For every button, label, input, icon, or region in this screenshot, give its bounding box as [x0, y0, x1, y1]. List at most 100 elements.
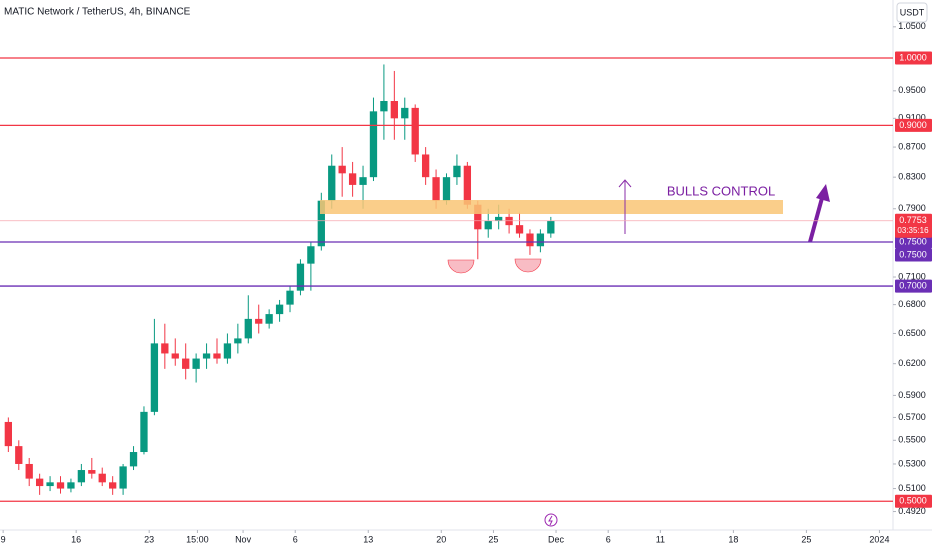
candle-body — [46, 482, 54, 487]
x-tick-label: 13 — [363, 534, 373, 544]
price-label: 0.7000 — [899, 280, 927, 290]
x-tick-label: 6 — [293, 534, 298, 544]
x-tick-label: 20 — [436, 534, 446, 544]
annotation: BULLS CONTROL — [667, 183, 775, 198]
price-label-box — [895, 51, 932, 65]
candle-body — [338, 165, 346, 174]
candle-body — [171, 353, 179, 359]
price-label-box — [895, 235, 932, 249]
y-tick-label: 1.0500 — [898, 21, 926, 31]
candle-body — [307, 246, 315, 264]
resistance-zone — [320, 200, 783, 214]
x-tick-label: 18 — [728, 534, 738, 544]
candle-body — [265, 314, 273, 324]
x-tick-label: 25 — [801, 534, 811, 544]
currency-label: USDT — [900, 7, 925, 17]
currency-button[interactable] — [896, 2, 928, 23]
candle-body — [4, 421, 12, 447]
last-price-box — [895, 213, 932, 238]
candle-body — [463, 165, 472, 205]
price-label-box — [895, 118, 932, 132]
y-tick-label: 0.5900 — [898, 390, 926, 400]
candle-body — [109, 482, 117, 489]
x-tick-label: Dec — [548, 534, 565, 544]
candle-body — [244, 318, 252, 339]
x-tick-label: Nov — [235, 534, 252, 544]
bottom-marker — [447, 259, 475, 274]
candle-body — [275, 304, 284, 315]
price-label-box — [895, 494, 932, 508]
x-tick-label: 16 — [71, 534, 81, 544]
candle-body — [411, 107, 419, 155]
y-tick-label: 0.7100 — [898, 271, 926, 281]
candle-body — [547, 220, 555, 234]
candle-body — [129, 452, 138, 467]
candle-body — [442, 177, 451, 201]
y-tick-label: 0.9100 — [898, 113, 926, 123]
candle-body — [453, 165, 461, 178]
y-tick-label: 0.9500 — [898, 85, 926, 95]
candle-body — [223, 343, 232, 359]
candle-body — [432, 177, 440, 201]
y-tick-label: 0.7900 — [898, 203, 926, 213]
bold-arrow — [808, 184, 830, 243]
y-tick-label: 0.5500 — [898, 435, 926, 445]
candle-body — [390, 101, 398, 119]
candle-body — [119, 466, 127, 489]
candle-body — [234, 338, 242, 344]
price-label: 0.7500 — [899, 249, 927, 259]
candle-body — [213, 353, 221, 359]
candle-body — [286, 290, 294, 305]
y-tick-label: 0.5700 — [898, 412, 926, 422]
candle-body — [359, 177, 367, 185]
thin-arrow — [618, 179, 632, 234]
price-label: 0.5000 — [899, 496, 927, 506]
y-tick-label: 0.6800 — [898, 299, 926, 309]
candle-body — [515, 225, 524, 234]
bottom-marker — [514, 258, 542, 273]
candle-body — [77, 470, 86, 483]
candle-body — [88, 470, 96, 474]
candle-body — [202, 353, 211, 359]
x-tick-label: 6 — [606, 534, 611, 544]
candle-body — [25, 463, 33, 479]
candle-body — [348, 173, 357, 185]
y-tick-label: 0.8700 — [898, 141, 926, 151]
candle-body — [255, 318, 263, 324]
x-tick-label: 25 — [488, 534, 498, 544]
candle-body — [56, 482, 65, 489]
candle-body — [380, 101, 388, 112]
candle-body — [296, 263, 305, 291]
event-icon[interactable] — [544, 513, 558, 527]
price-label: 0.9000 — [899, 120, 927, 130]
candle-body — [536, 233, 545, 247]
candle-body — [35, 478, 44, 487]
y-tick-label: 0.5300 — [898, 458, 926, 468]
candle-body — [421, 154, 430, 178]
y-tick-label: 0.6200 — [898, 358, 926, 368]
candle-body — [474, 204, 482, 230]
y-tick-label: 0.5100 — [898, 483, 926, 493]
candle-body — [401, 107, 409, 119]
x-tick-label: 15:00 — [186, 534, 209, 544]
candle-body — [182, 358, 190, 369]
y-tick-label: 0.8300 — [898, 172, 926, 182]
x-tick-label: 11 — [656, 534, 665, 544]
price-label: 0.7500 — [899, 236, 927, 246]
countdown-label: 03:35:16 — [897, 226, 929, 235]
event-icon-glyph — [548, 515, 553, 526]
y-tick-label: 0.6500 — [898, 328, 926, 338]
candle-body — [150, 343, 159, 412]
candle-body — [98, 473, 106, 483]
candle-body — [484, 221, 492, 230]
candle-body — [317, 200, 325, 247]
y-tick-label: 0.4920 — [898, 506, 926, 516]
candle-body — [526, 233, 534, 247]
candle-body — [192, 358, 200, 369]
chart-title: MATIC Network / TetherUS, 4h, BINANCE — [4, 7, 191, 18]
candle-body — [328, 165, 336, 201]
candle-body — [161, 343, 169, 354]
x-tick-label: 23 — [144, 534, 154, 544]
